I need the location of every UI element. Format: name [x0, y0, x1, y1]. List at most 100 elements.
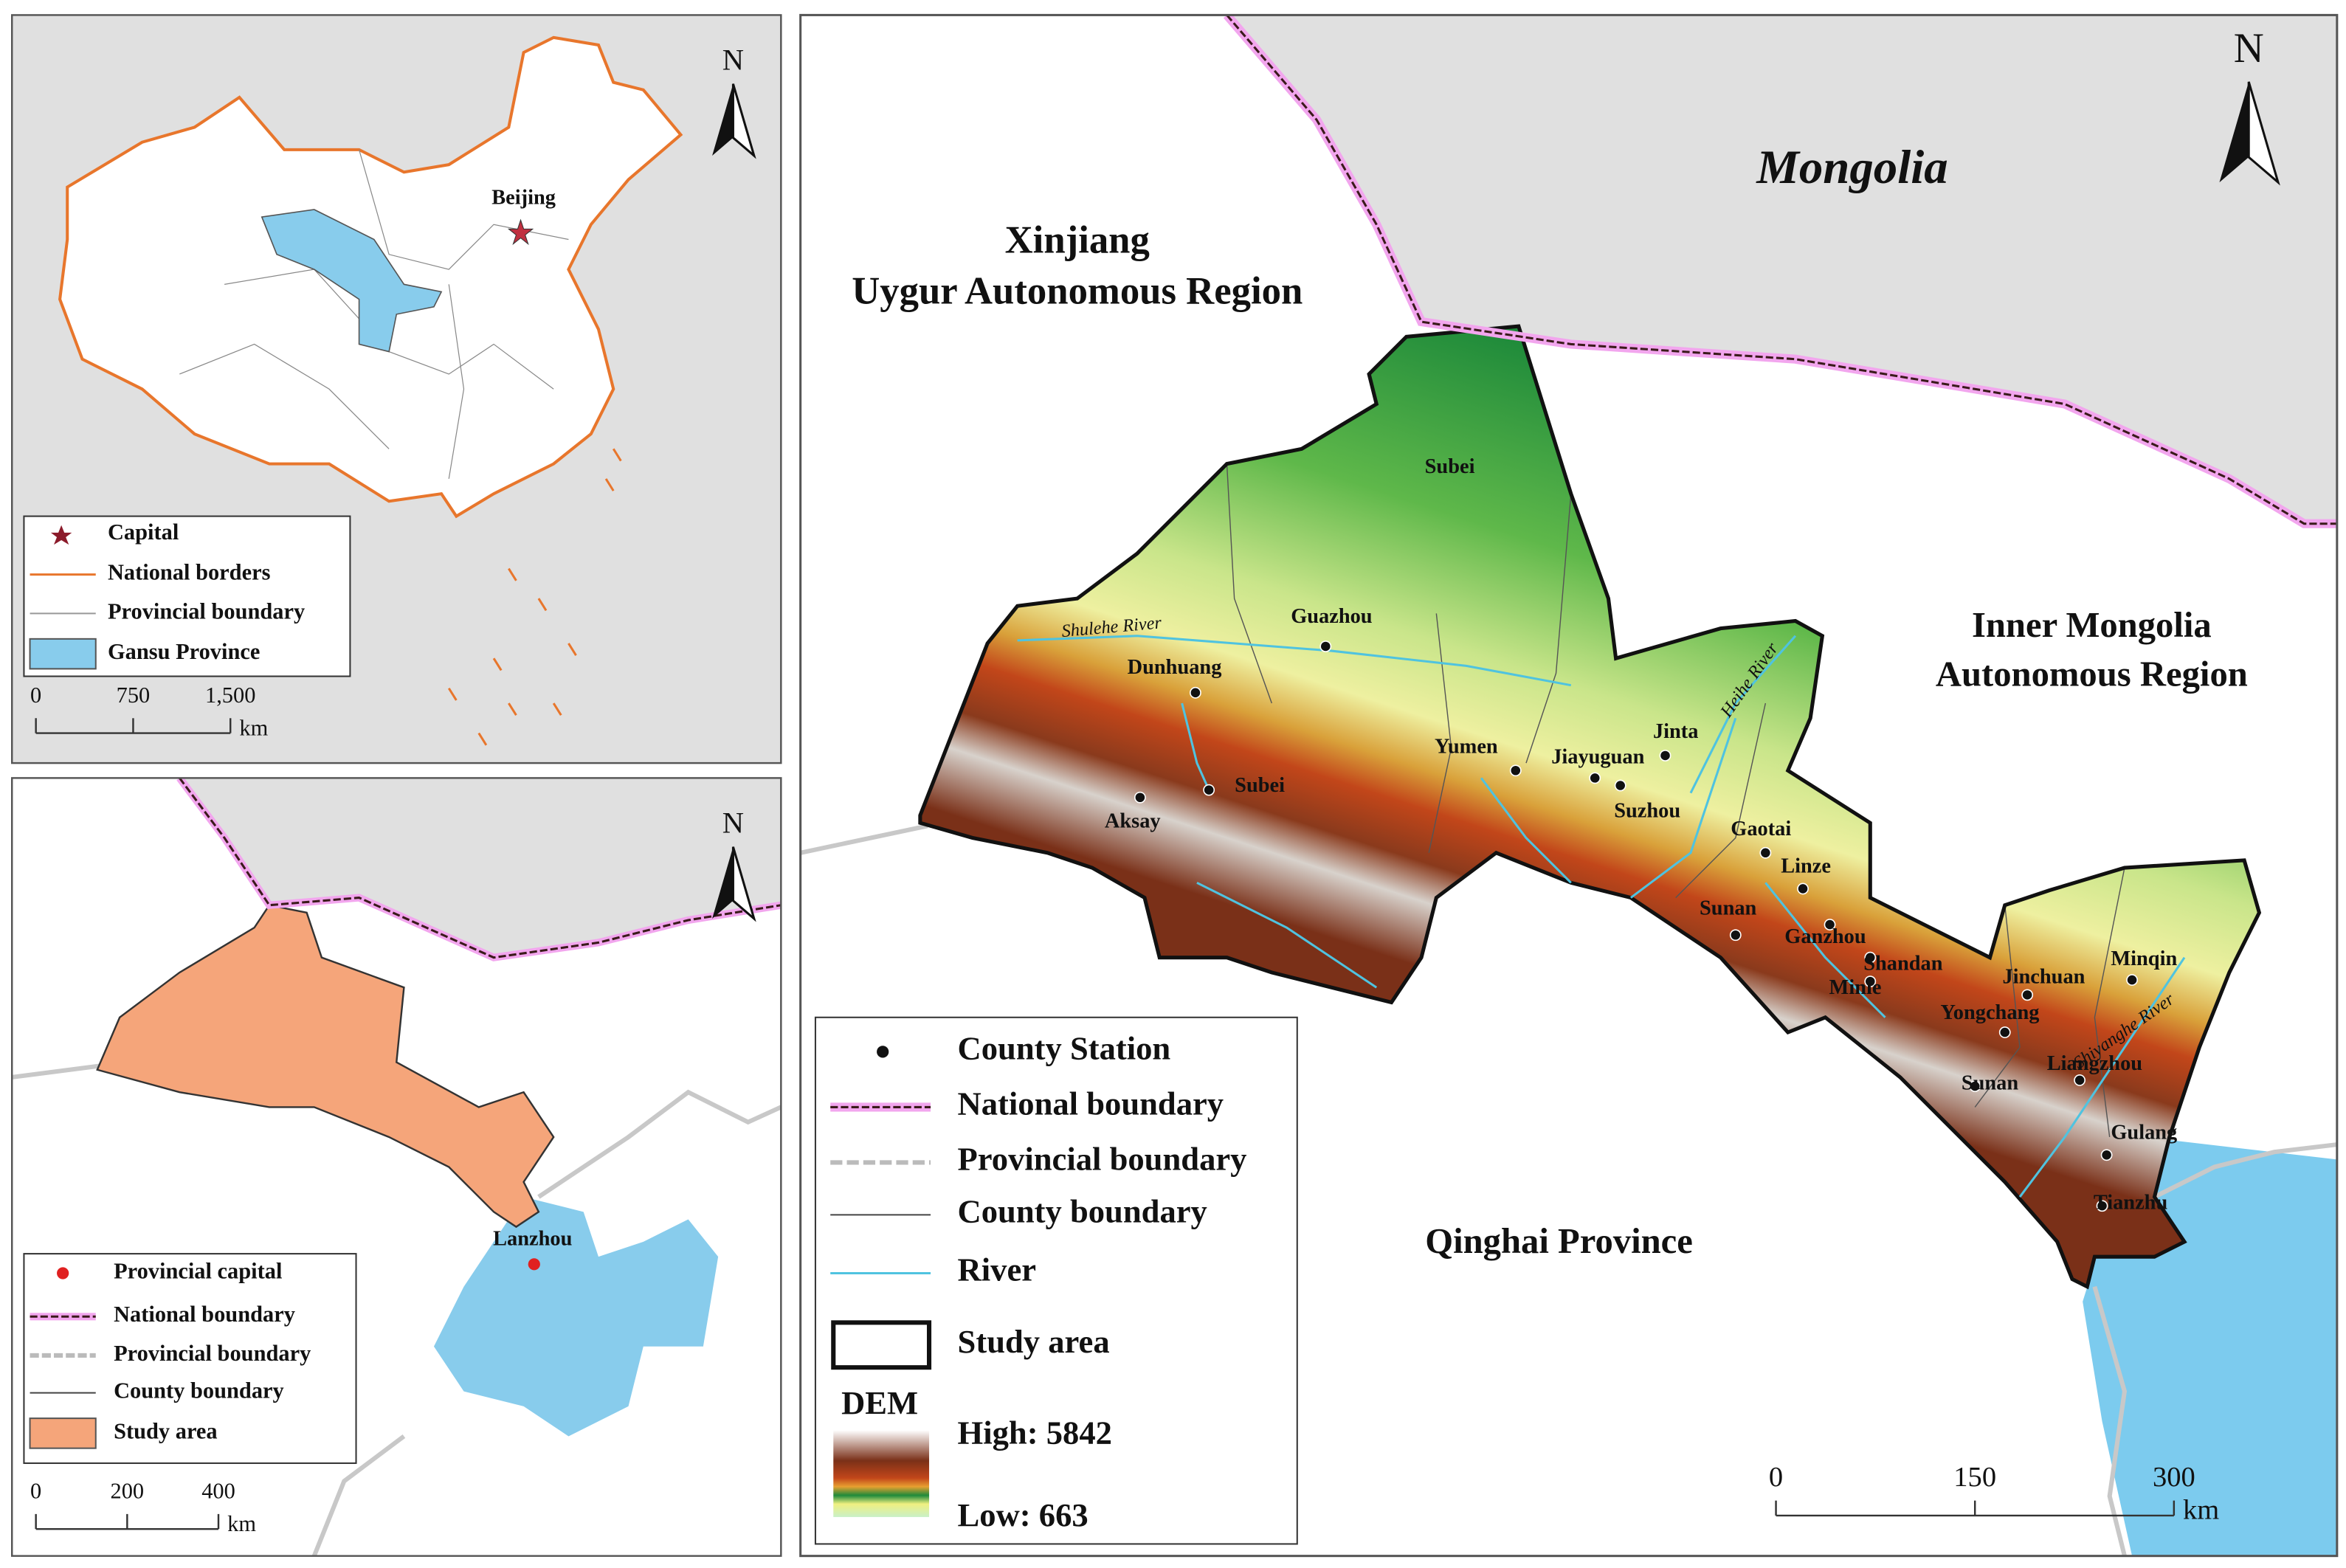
county-station	[1134, 791, 1146, 804]
scale-unit: km	[239, 715, 268, 740]
mongolia-area	[12, 778, 782, 958]
dem-low: Low: 663	[958, 1496, 1089, 1533]
place-label: Jinchuan	[2002, 966, 2085, 989]
county-station	[1998, 1026, 2011, 1038]
place-label: Yongchang	[1940, 1001, 2039, 1024]
river	[1480, 777, 1572, 884]
place-label: Shandan	[1863, 952, 1942, 975]
provincial-boundary	[12, 1063, 106, 1080]
place-label: Suzhou	[1614, 800, 1680, 823]
place-label: Aksay	[1105, 810, 1161, 833]
river	[1017, 635, 1572, 687]
county-station	[1319, 640, 1332, 652]
provincial-boundary	[311, 1434, 406, 1556]
capital-label: Beijing	[491, 186, 556, 209]
county-station	[1759, 846, 1772, 859]
legend-label: Provincial boundary	[108, 598, 305, 624]
main-frame	[799, 13, 2339, 1558]
island-border	[612, 448, 622, 462]
gansu-province	[261, 209, 443, 353]
legend-symbol	[50, 525, 72, 545]
island-border	[447, 687, 458, 701]
legend-label: River	[958, 1251, 1036, 1288]
region-label: Xinjiang	[1005, 219, 1150, 262]
main-map: Mongolia Xinjiang Uygur Autonomous Region I…	[800, 15, 2337, 1556]
legend-label: National boundary	[114, 1302, 295, 1327]
place-label: Guazhou	[1291, 605, 1373, 628]
legend-label: Provincial boundary	[958, 1141, 1247, 1178]
island-border	[552, 702, 562, 716]
legend-label: Gansu Province	[108, 639, 260, 664]
region-label: Autonomous Region	[1936, 655, 2248, 694]
legend-label: Provincial boundary	[114, 1341, 311, 1366]
north-label: N	[722, 807, 744, 840]
island-border	[477, 732, 488, 746]
river	[1764, 882, 1886, 1018]
legend-symbol	[57, 1267, 69, 1279]
north-arrow	[731, 83, 756, 159]
county-boundary	[1428, 613, 1452, 853]
dem-colorbar	[833, 1430, 930, 1517]
place-label: Jiayuguan	[1551, 746, 1644, 769]
legend-symbol	[29, 1417, 97, 1449]
scale-unit: km	[2183, 1495, 2219, 1526]
island-border	[508, 567, 517, 581]
county-station	[2126, 974, 2138, 986]
scale-label: 0	[30, 683, 41, 708]
county-station	[1864, 951, 1877, 964]
legend-label: County boundary	[958, 1193, 1207, 1230]
place-label: Sunan	[1700, 897, 1757, 919]
place-label: Liangzhou	[2047, 1052, 2143, 1075]
provincial-capital	[528, 1258, 540, 1271]
county-station	[1203, 784, 1215, 796]
provincial-boundary	[800, 823, 928, 855]
island-border	[537, 598, 548, 612]
river	[1196, 881, 1378, 989]
county-boundary	[1675, 702, 1767, 899]
place-label: Subei	[1425, 455, 1475, 478]
legend-label: Capital	[108, 519, 179, 545]
county-boundary	[2094, 867, 2125, 1138]
river	[1689, 635, 1797, 794]
river	[1629, 717, 1737, 899]
place-label: Yumen	[1435, 735, 1498, 758]
scale-label: 200	[111, 1478, 145, 1503]
study-area-outline	[918, 324, 2262, 1290]
provincial-boundary	[537, 1089, 782, 1199]
region-label: Uygur Autonomous Region	[852, 270, 1303, 313]
inset-frame	[11, 777, 782, 1557]
river	[2018, 956, 2186, 1198]
study-area	[96, 904, 555, 1229]
county-station	[1797, 883, 1809, 895]
north-arrow	[731, 846, 756, 922]
county-station	[2096, 1200, 2108, 1212]
place-label: Linze	[1781, 855, 1831, 878]
scale-label: 0	[30, 1478, 41, 1503]
place-label: Dunhuang	[1128, 656, 1222, 679]
region-label: Qinghai Province	[1425, 1221, 1693, 1261]
county-boundary	[1525, 494, 1572, 764]
north-label: N	[722, 44, 744, 77]
county-station	[2021, 989, 2034, 1001]
capital-label: Lanzhou	[493, 1227, 572, 1250]
region-label: Mongolia	[1756, 141, 1948, 194]
provincial-boundary	[2092, 1285, 2128, 1556]
legend-symbol	[831, 1320, 932, 1370]
river	[1181, 702, 1210, 791]
scale-label: 150	[1953, 1462, 1996, 1493]
capital-star	[507, 218, 534, 246]
region-label: Inner Mongolia	[1972, 605, 2212, 645]
scale-label: 400	[201, 1478, 235, 1503]
place-label: Gaotai	[1731, 818, 1791, 840]
county-station	[1614, 779, 1626, 792]
county-boundary	[1226, 463, 1272, 704]
place-label: Tianzhu	[2094, 1192, 2168, 1215]
place-label: Gulang	[2111, 1121, 2177, 1144]
dem-title: DEM	[841, 1384, 918, 1421]
provincial-boundary	[2153, 1142, 2337, 1199]
place-label: Jinta	[1653, 720, 1699, 743]
scale-label: 0	[1769, 1462, 1783, 1493]
legend-label: National boundary	[958, 1085, 1224, 1122]
